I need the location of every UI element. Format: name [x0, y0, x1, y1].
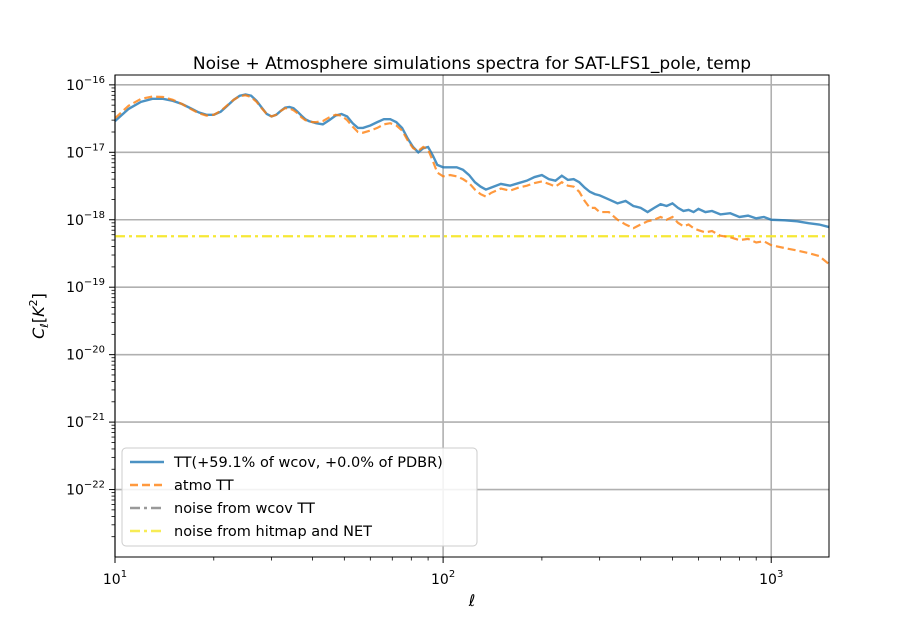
plot-frame	[114, 74, 830, 558]
legend-label-3: noise from hitmap and NET	[174, 524, 372, 540]
axis-ticks: 101 102 103 10−16 10−17 10−18 10−19 10−20 10−21 1…	[66, 75, 783, 588]
y-tick-label: 10−22	[66, 480, 105, 499]
chart-title: Noise + Atmosphere simulations spectra f…	[193, 54, 751, 74]
y-tick-label: 10−18	[66, 210, 105, 229]
y-tick-label: 10−16	[66, 75, 105, 94]
legend-label-0: TT(+59.1% of wcov, +0.0% of PDBR)	[173, 455, 443, 471]
x-axis-label: ℓ	[468, 591, 476, 610]
legend-label-1: atmo TT	[174, 478, 234, 494]
y-tick-label: 10−17	[66, 142, 105, 161]
y-tick-label: 10−21	[66, 412, 105, 431]
series-line-0	[115, 93, 829, 229]
y-tick-label: 10−20	[66, 345, 105, 364]
plot-series	[115, 93, 829, 265]
legend-box	[121, 447, 478, 547]
x-tick-label: 101	[103, 569, 127, 588]
y-tick-label: 10−19	[66, 277, 105, 296]
series-line-1	[115, 94, 829, 265]
legend: TT(+59.1% of wcov, +0.0% of PDBR) atmo TT…	[121, 447, 478, 547]
x-tick-label: 103	[759, 569, 783, 588]
x-tick-label: 102	[431, 569, 455, 588]
legend-label-2: noise from wcov TT	[174, 501, 315, 517]
y-axis-label: Cℓ[K2]	[27, 293, 51, 339]
